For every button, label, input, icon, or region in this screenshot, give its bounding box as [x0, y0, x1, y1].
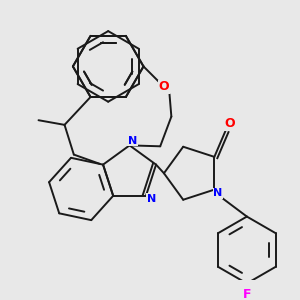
Text: N: N — [213, 188, 223, 198]
Text: F: F — [243, 288, 251, 300]
Text: N: N — [128, 136, 137, 146]
Text: O: O — [224, 117, 235, 130]
Text: O: O — [159, 80, 169, 93]
Text: N: N — [147, 194, 156, 204]
